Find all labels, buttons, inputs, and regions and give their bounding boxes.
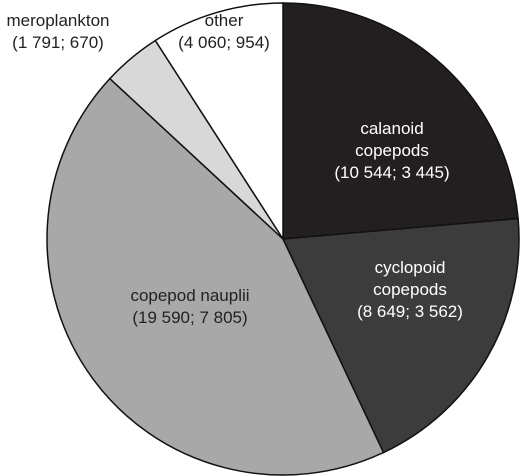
pie-slice <box>154 2 284 242</box>
category-label: meroplankton <box>6 11 110 30</box>
value-label: (10 544; 3 445) <box>334 163 450 182</box>
value-label: (19 590; 7 805) <box>132 308 248 327</box>
pie-slice <box>46 77 385 476</box>
category-label: copepod nauplii <box>130 286 250 305</box>
slice-label: other (4 060; 954) <box>164 10 284 54</box>
pie-slice <box>282 2 519 240</box>
pie-slice <box>281 217 520 454</box>
category-label: calanoid copepods <box>355 119 429 160</box>
value-label: (4 060; 954) <box>178 33 270 52</box>
category-label: other <box>204 11 244 30</box>
slice-label: calanoid copepods (10 544; 3 445) <box>327 118 457 184</box>
slice-label: meroplankton (1 791; 670) <box>0 10 118 54</box>
value-label: (1 791; 670) <box>12 33 104 52</box>
slice-label: cyclopoid copepods (8 649; 3 562) <box>345 257 475 323</box>
slice-label: copepod nauplii (19 590; 7 805) <box>80 285 300 329</box>
value-label: (8 649; 3 562) <box>357 302 463 321</box>
category-label: cyclopoid copepods <box>373 258 447 299</box>
